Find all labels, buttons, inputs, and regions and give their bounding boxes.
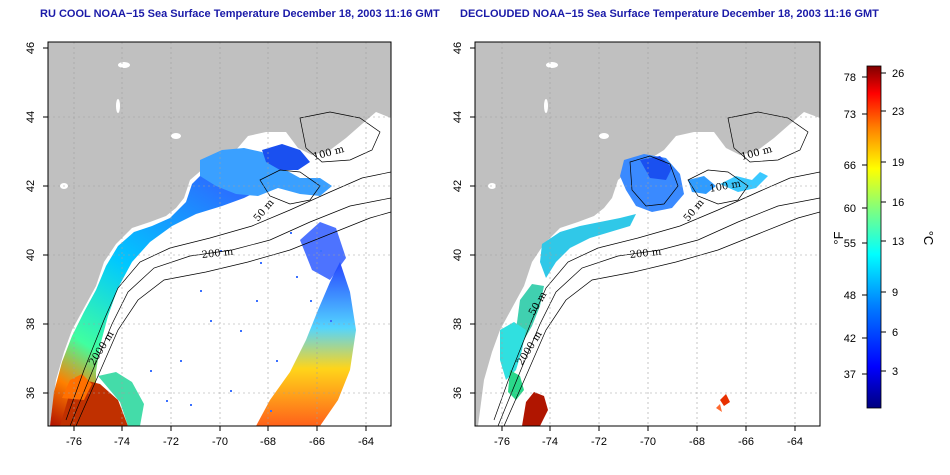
left-depth-contours [65,111,391,426]
left-lon-tick: -70 [212,436,228,448]
left-lon-tick: -66 [309,436,325,448]
right-map-panel: 100 m 100 m 50 m 200 m 2000 m 50 m -76 - [452,41,821,448]
fahrenheit-tick: 42 [844,333,856,345]
left-lon-tick: -74 [114,436,130,448]
left-lat-tick: 46 [25,42,37,54]
fahrenheit-unit-label: °F [831,231,846,244]
celsius-tick: 19 [892,157,904,169]
left-lat-tick: 42 [25,180,37,192]
right-lon-tick: -70 [640,436,656,448]
celsius-tick: 13 [892,236,904,248]
left-contour-label: 200 m [201,247,234,261]
left-lat-tick: 36 [25,387,37,399]
left-lon-tick: -68 [260,436,276,448]
celsius-tick: 6 [892,327,898,339]
left-lat-tick: 38 [25,318,37,330]
left-lon-tick: -72 [163,436,179,448]
right-lon-tick: -66 [738,436,754,448]
right-lon-tick: -68 [689,436,705,448]
right-lon-tick: -74 [542,436,558,448]
fahrenheit-tick: 55 [844,238,856,250]
left-gridlines [48,42,391,426]
right-land [475,42,820,426]
left-lat-tick: 40 [25,249,37,261]
right-lat-tick: 40 [452,249,464,261]
fahrenheit-tick: 48 [844,290,856,302]
celsius-tick: 9 [892,287,898,299]
fahrenheit-tick: 78 [844,72,856,84]
colorbar-gradient [866,65,882,409]
right-shelf-sst [540,214,636,278]
celsius-tick: 26 [892,68,904,80]
right-lon-tick: -64 [787,436,803,448]
right-lat-tick: 46 [452,42,464,54]
left-gulf-stream-sst [256,262,356,426]
right-lat-tick: 42 [452,180,464,192]
celsius-tick: 3 [892,366,898,378]
celsius-tick: 23 [892,106,904,118]
left-lat-tick: 44 [25,111,37,123]
right-gridlines [475,42,820,426]
right-depth-contours [493,111,820,426]
left-lon-tick: -64 [358,436,374,448]
right-contour-label: 200 m [629,247,662,261]
fahrenheit-tick: 66 [844,160,856,172]
right-lat-tick: 38 [452,318,464,330]
right-lat-tick: 36 [452,387,464,399]
colorbar: 78 73 66 60 55 48 42 37 26 23 19 16 13 9… [831,65,936,409]
right-lon-tick: -76 [494,436,510,448]
celsius-tick: 16 [892,197,904,209]
fahrenheit-tick: 73 [844,109,856,121]
right-lat-tick: 44 [452,111,464,123]
left-cloud-speckle [150,232,332,412]
fahrenheit-tick: 60 [844,203,856,215]
left-lon-tick: -76 [66,436,82,448]
left-map-title: RU COOL NOAA−15 Sea Surface Temperature … [40,8,440,20]
left-land [48,42,391,426]
right-lon-tick: -72 [591,436,607,448]
fahrenheit-tick: 37 [844,369,856,381]
left-map-panel: 100 m 50 m 200 m 2000 m -76 -74 [25,41,392,448]
right-map-title: DECLOUDED NOAA−15 Sea Surface Temperatur… [460,8,879,20]
celsius-unit-label: °C [921,231,936,246]
